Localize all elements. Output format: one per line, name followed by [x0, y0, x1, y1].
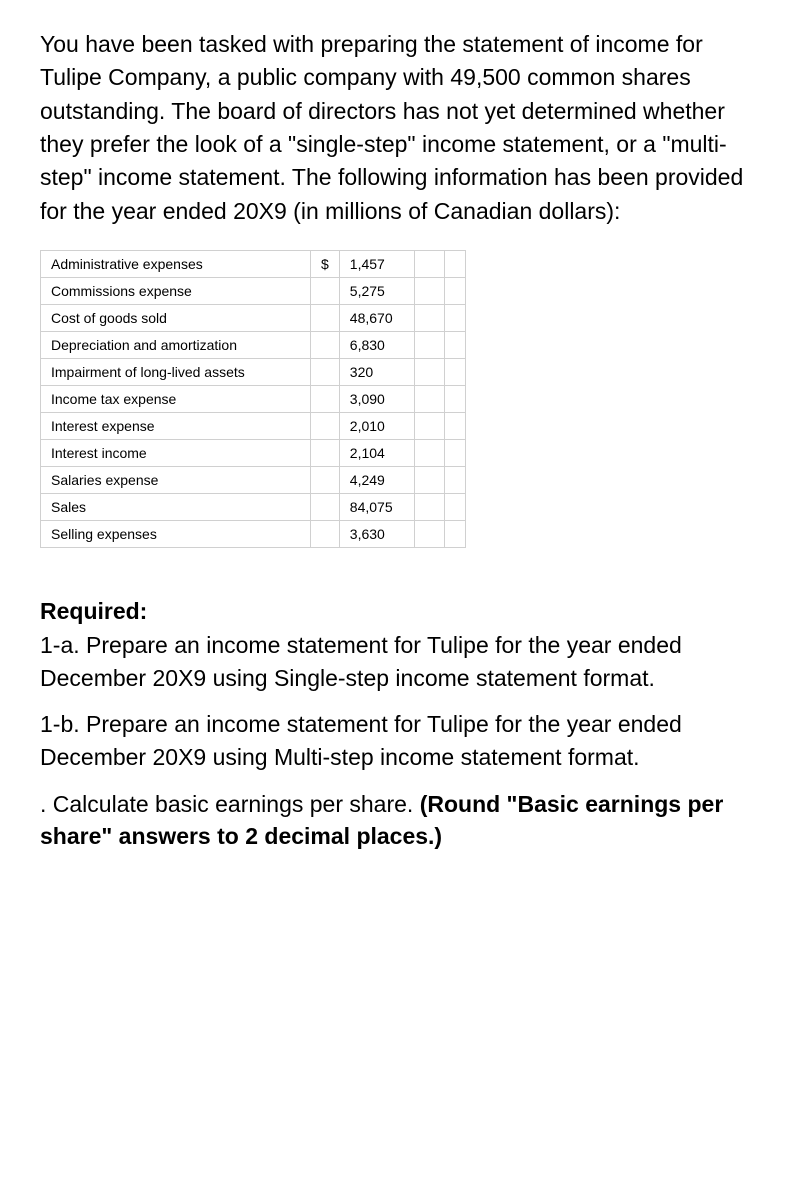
- row-currency: [311, 467, 340, 494]
- row-currency: [311, 440, 340, 467]
- row-trailing-2: [444, 278, 465, 305]
- row-currency: [311, 305, 340, 332]
- row-trailing: [414, 386, 444, 413]
- row-label: Cost of goods sold: [41, 305, 311, 332]
- row-trailing: [414, 440, 444, 467]
- row-trailing-2: [444, 305, 465, 332]
- row-label: Commissions expense: [41, 278, 311, 305]
- row-value: 3,630: [339, 521, 414, 548]
- row-label: Impairment of long-lived assets: [41, 359, 311, 386]
- row-currency: [311, 386, 340, 413]
- row-label: Sales: [41, 494, 311, 521]
- row-value: 1,457: [339, 251, 414, 278]
- expense-table: Administrative expenses$1,457Commissions…: [40, 250, 466, 548]
- row-trailing: [414, 305, 444, 332]
- required-heading: Required:: [40, 598, 769, 625]
- row-currency: [311, 359, 340, 386]
- row-label: Depreciation and amortization: [41, 332, 311, 359]
- row-value: 84,075: [339, 494, 414, 521]
- row-label: Administrative expenses: [41, 251, 311, 278]
- row-trailing: [414, 278, 444, 305]
- row-value: 5,275: [339, 278, 414, 305]
- row-trailing-2: [444, 440, 465, 467]
- table-row: Sales 84,075: [41, 494, 466, 521]
- intro-paragraph: You have been tasked with preparing the …: [40, 28, 769, 228]
- row-trailing-2: [444, 521, 465, 548]
- row-trailing-2: [444, 251, 465, 278]
- table-row: Interest expense 2,010: [41, 413, 466, 440]
- table-row: Cost of goods sold 48,670: [41, 305, 466, 332]
- row-value: 4,249: [339, 467, 414, 494]
- row-value: 2,104: [339, 440, 414, 467]
- row-currency: [311, 278, 340, 305]
- table-row: Administrative expenses$1,457: [41, 251, 466, 278]
- row-label: Interest income: [41, 440, 311, 467]
- row-value: 320: [339, 359, 414, 386]
- table-row: Impairment of long-lived assets 320: [41, 359, 466, 386]
- row-label: Salaries expense: [41, 467, 311, 494]
- table-row: Depreciation and amortization 6,830: [41, 332, 466, 359]
- row-trailing-2: [444, 494, 465, 521]
- row-label: Interest expense: [41, 413, 311, 440]
- row-currency: [311, 332, 340, 359]
- row-currency: [311, 413, 340, 440]
- row-label: Selling expenses: [41, 521, 311, 548]
- row-trailing: [414, 359, 444, 386]
- table-row: Salaries expense 4,249: [41, 467, 466, 494]
- row-value: 48,670: [339, 305, 414, 332]
- table-row: Commissions expense 5,275: [41, 278, 466, 305]
- table-row: Income tax expense 3,090: [41, 386, 466, 413]
- row-trailing: [414, 332, 444, 359]
- row-currency: $: [311, 251, 340, 278]
- row-value: 2,010: [339, 413, 414, 440]
- table-row: Interest income 2,104: [41, 440, 466, 467]
- table-row: Selling expenses 3,630: [41, 521, 466, 548]
- row-value: 3,090: [339, 386, 414, 413]
- requirement-1a: 1-a. Prepare an income statement for Tul…: [40, 629, 769, 694]
- requirement-eps: . Calculate basic earnings per share. (R…: [40, 788, 769, 853]
- row-trailing: [414, 467, 444, 494]
- requirement-eps-plain: . Calculate basic earnings per share.: [40, 791, 420, 817]
- row-trailing: [414, 413, 444, 440]
- row-trailing-2: [444, 413, 465, 440]
- requirement-1b: 1-b. Prepare an income statement for Tul…: [40, 708, 769, 773]
- row-trailing-2: [444, 386, 465, 413]
- row-trailing-2: [444, 332, 465, 359]
- row-currency: [311, 494, 340, 521]
- row-trailing: [414, 494, 444, 521]
- row-currency: [311, 521, 340, 548]
- row-trailing-2: [444, 359, 465, 386]
- row-trailing: [414, 521, 444, 548]
- row-label: Income tax expense: [41, 386, 311, 413]
- row-trailing-2: [444, 467, 465, 494]
- row-trailing: [414, 251, 444, 278]
- row-value: 6,830: [339, 332, 414, 359]
